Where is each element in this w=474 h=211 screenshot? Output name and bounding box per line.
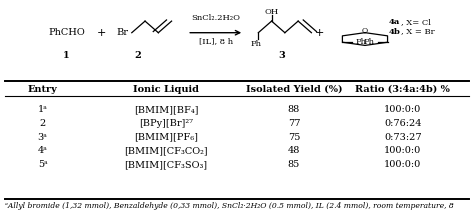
Text: +: + <box>97 28 107 38</box>
Text: 5ᵃ: 5ᵃ <box>38 160 47 169</box>
Text: Isolated Yield (%): Isolated Yield (%) <box>246 85 342 93</box>
Text: +: + <box>315 28 325 38</box>
Text: 2: 2 <box>134 51 141 60</box>
Text: Ph: Ph <box>363 38 374 46</box>
Text: [BMIM][CF₃SO₃]: [BMIM][CF₃SO₃] <box>124 160 208 169</box>
Text: 88: 88 <box>288 105 300 114</box>
Text: 1: 1 <box>63 51 70 60</box>
Text: 3: 3 <box>279 51 285 60</box>
Text: Ph: Ph <box>356 38 367 46</box>
Text: 3ᵃ: 3ᵃ <box>38 133 47 142</box>
Text: [BMIM][CF₃CO₂]: [BMIM][CF₃CO₂] <box>124 146 208 155</box>
Text: Entry: Entry <box>28 85 57 93</box>
Text: 0:76:24: 0:76:24 <box>384 119 422 128</box>
Text: Br: Br <box>116 28 128 37</box>
Text: [BMIM][PF₆]: [BMIM][PF₆] <box>134 133 198 142</box>
Text: 1ᵃ: 1ᵃ <box>38 105 47 114</box>
Text: 4b: 4b <box>389 28 401 36</box>
Text: O: O <box>362 27 368 35</box>
Text: Ratio (3:4a:4b) %: Ratio (3:4a:4b) % <box>356 85 450 93</box>
Text: 48: 48 <box>288 146 300 155</box>
Text: 85: 85 <box>288 160 300 169</box>
Text: , X = Br: , X = Br <box>401 28 434 36</box>
Text: PhCHO: PhCHO <box>48 28 85 37</box>
Text: OH: OH <box>264 8 279 16</box>
Text: 4a: 4a <box>389 18 400 26</box>
Text: 0:73:27: 0:73:27 <box>384 133 422 142</box>
Text: 2: 2 <box>39 119 46 128</box>
Text: 100:0:0: 100:0:0 <box>384 105 421 114</box>
Text: 4ᵃ: 4ᵃ <box>38 146 47 155</box>
Text: , X= Cl: , X= Cl <box>401 18 430 26</box>
Text: 75: 75 <box>288 133 300 142</box>
Text: [IL], 8 h: [IL], 8 h <box>199 37 233 45</box>
Text: SnCl₂.2H₂O: SnCl₂.2H₂O <box>191 14 240 22</box>
Text: [BMIM][BF₄]: [BMIM][BF₄] <box>134 105 198 114</box>
Text: Ph: Ph <box>250 40 262 48</box>
Text: 100:0:0: 100:0:0 <box>384 146 421 155</box>
Text: [BPy][Br]²⁷: [BPy][Br]²⁷ <box>139 119 193 128</box>
Text: 77: 77 <box>288 119 300 128</box>
Text: ᵃAllyl bromide (1,32 mmol), Benzaldehyde (0,33 mmol), SnCl₂·2H₂O (0.5 mmol), IL : ᵃAllyl bromide (1,32 mmol), Benzaldehyde… <box>5 202 454 210</box>
Text: 100:0:0: 100:0:0 <box>384 160 421 169</box>
Text: Ionic Liquid: Ionic Liquid <box>133 85 199 93</box>
